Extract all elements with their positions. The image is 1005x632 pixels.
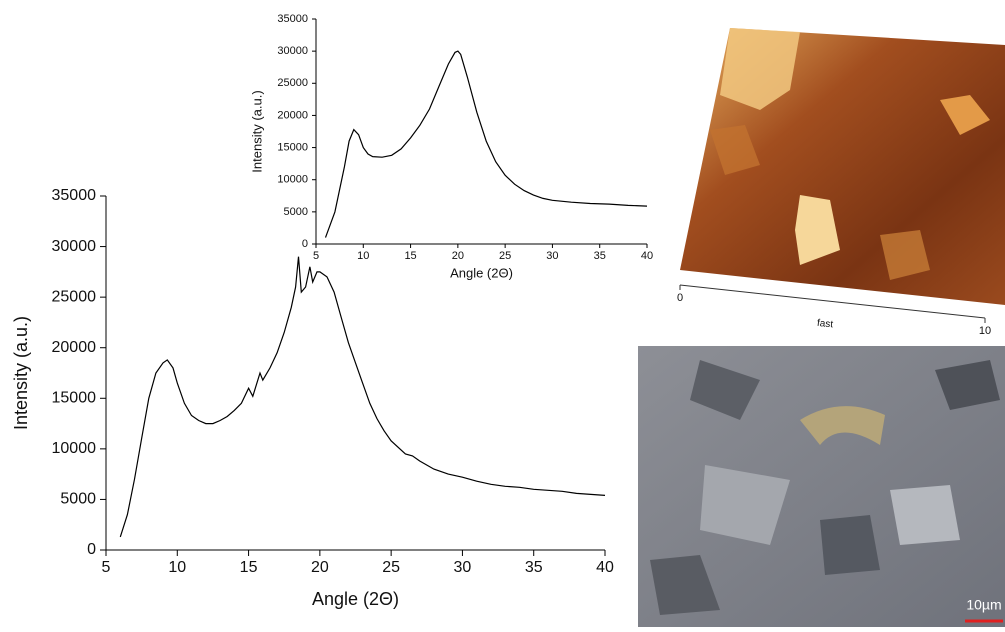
figure: 5 10 15 20 25 30 35 40 0 5000 10000 15000 20000 25000… (0, 0, 1005, 627)
afm-tick-label: 10 (979, 325, 991, 337)
y-tick-label: 35000 (52, 187, 97, 204)
x-tick-label: 10 (168, 559, 186, 576)
x-tick-label: 5 (102, 559, 111, 576)
y-tick-label: 20000 (52, 339, 97, 356)
y-tick-label: 30000 (52, 238, 97, 255)
data-line (326, 51, 648, 238)
data-line (120, 257, 605, 537)
y-tick-label: 15000 (52, 390, 97, 407)
line-chart: 5 10 15 20 25 30 35 40 0 5000 10000 15000 20000 25000… (249, 13, 653, 281)
micrograph (638, 346, 1005, 627)
y-tick-label: 10000 (277, 174, 308, 186)
y-tick-label: 0 (302, 238, 308, 250)
x-tick-label: 35 (594, 250, 606, 262)
x-tick-label: 10 (357, 250, 369, 262)
x-axis-label: Angle (2Θ) (450, 265, 513, 280)
x-tick-label: 20 (311, 559, 329, 576)
y-tick-label: 25000 (52, 288, 97, 305)
x-tick-label: 25 (382, 559, 400, 576)
x-tick-label: 15 (240, 559, 258, 576)
afm-axis-label: fast (816, 318, 833, 331)
y-tick-label: 5000 (60, 491, 96, 508)
y-tick-label: 25000 (277, 77, 308, 89)
x-tick-label: 30 (546, 250, 558, 262)
x-tick-label: 20 (452, 250, 464, 262)
y-tick-label: 20000 (277, 109, 308, 121)
x-tick-label: 30 (454, 559, 472, 576)
y-axis-label: Intensity (a.u.) (11, 316, 31, 430)
y-tick-label: 30000 (277, 45, 308, 57)
x-axis-label: Angle (2Θ) (312, 589, 399, 609)
y-tick-label: 0 (87, 541, 96, 558)
scale-bar-label: 10µm (966, 597, 1001, 613)
x-tick-label: 25 (499, 250, 511, 262)
afm-image (680, 28, 1005, 318)
afm-tick-label: 0 (677, 292, 683, 304)
y-tick-label: 15000 (277, 141, 308, 153)
y-axis-label: Intensity (a.u.) (249, 90, 264, 172)
x-tick-label: 35 (525, 559, 543, 576)
x-tick-label: 40 (641, 250, 653, 262)
y-tick-label: 5000 (284, 206, 308, 218)
x-tick-label: 40 (596, 559, 614, 576)
y-tick-label: 10000 (52, 440, 97, 457)
x-tick-label: 15 (404, 250, 416, 262)
x-tick-label: 5 (313, 250, 319, 262)
y-tick-label: 35000 (277, 13, 308, 25)
